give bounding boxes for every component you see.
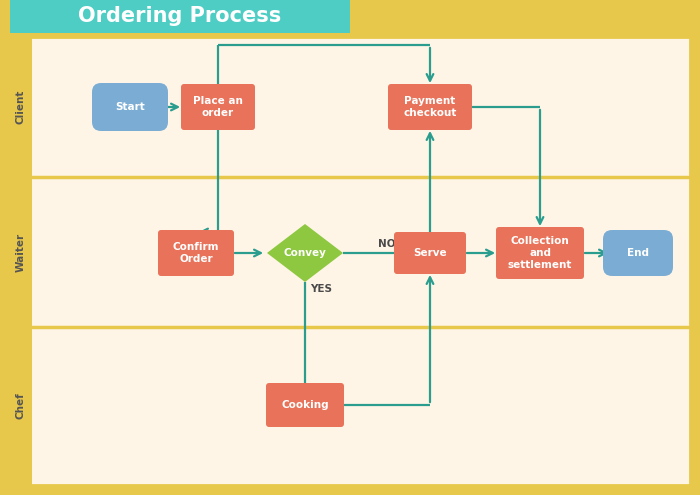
FancyBboxPatch shape <box>92 83 168 131</box>
FancyBboxPatch shape <box>496 227 584 279</box>
FancyBboxPatch shape <box>603 230 673 276</box>
Bar <box>10 37 32 485</box>
FancyBboxPatch shape <box>266 383 344 427</box>
Text: Waiter: Waiter <box>16 233 26 272</box>
Text: Confirm
Order: Confirm Order <box>173 242 219 264</box>
Text: YES: YES <box>310 284 332 294</box>
Bar <box>10 0 350 33</box>
Text: Cooking: Cooking <box>281 400 329 410</box>
Text: Collection
and
settlement: Collection and settlement <box>508 237 572 270</box>
Polygon shape <box>267 224 343 282</box>
Text: Convey: Convey <box>284 248 326 258</box>
Text: Client: Client <box>16 90 26 124</box>
Text: Chef: Chef <box>16 393 26 419</box>
Text: Serve: Serve <box>413 248 447 258</box>
FancyBboxPatch shape <box>388 84 472 130</box>
Text: Payment
checkout: Payment checkout <box>403 96 456 118</box>
Text: NO: NO <box>378 239 395 249</box>
Text: Ordering Process: Ordering Process <box>78 6 281 27</box>
Text: Start: Start <box>115 102 145 112</box>
FancyBboxPatch shape <box>394 232 466 274</box>
Text: End: End <box>627 248 649 258</box>
FancyBboxPatch shape <box>158 230 234 276</box>
FancyBboxPatch shape <box>181 84 255 130</box>
Text: Place an
order: Place an order <box>193 96 243 118</box>
